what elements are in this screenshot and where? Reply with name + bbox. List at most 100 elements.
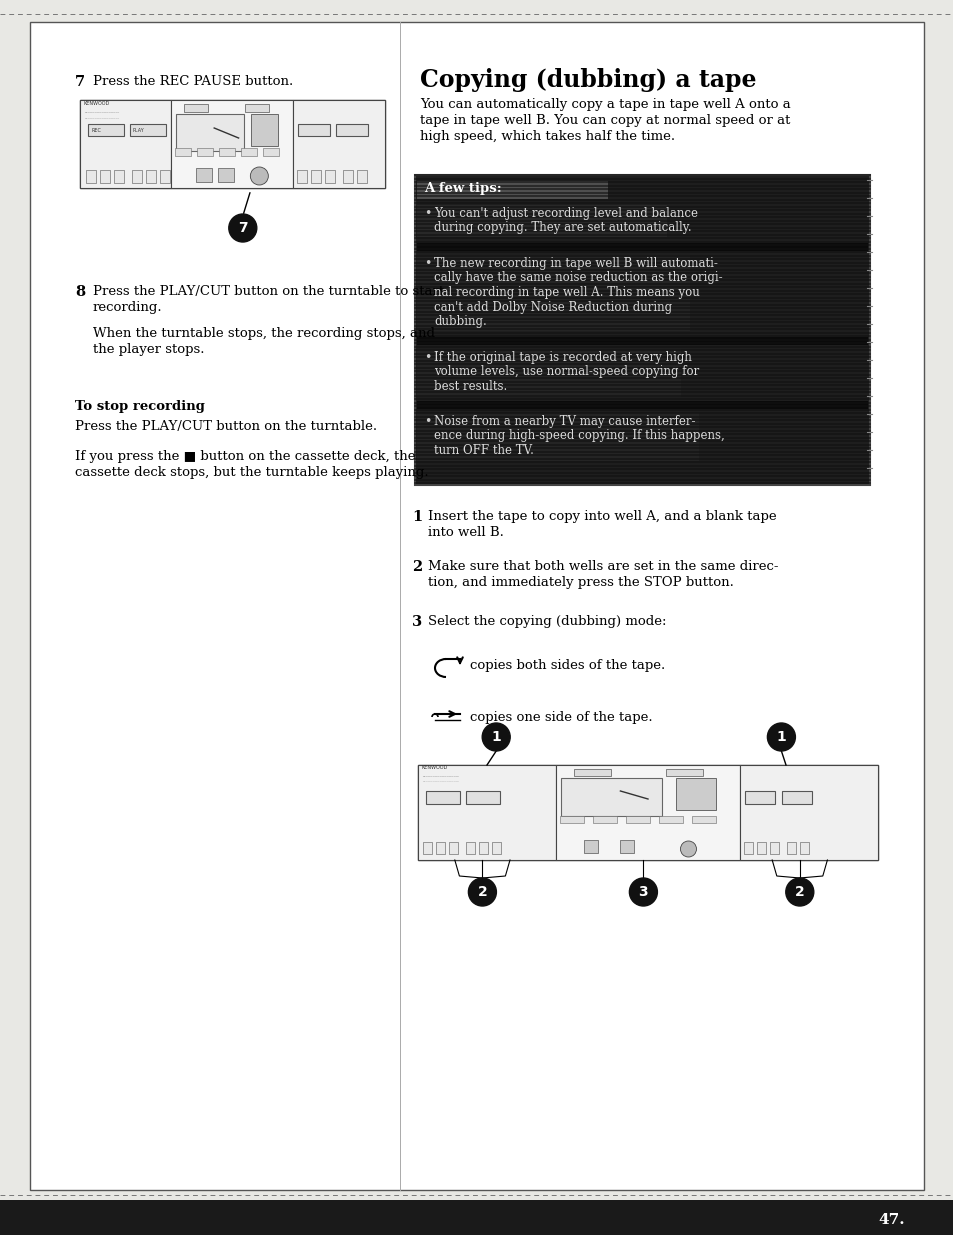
Bar bbox=[294, 100, 385, 188]
Text: 1: 1 bbox=[776, 730, 785, 743]
Text: Noise from a nearby TV may cause interfer-: Noise from a nearby TV may cause interfe… bbox=[434, 415, 695, 429]
Text: Press the PLAY/CUT button on the turntable.: Press the PLAY/CUT button on the turntab… bbox=[75, 420, 376, 433]
Bar bbox=[574, 769, 611, 776]
Text: cally have the same noise reduction as the origi-: cally have the same noise reduction as t… bbox=[434, 272, 721, 284]
Circle shape bbox=[766, 722, 795, 751]
Text: 2: 2 bbox=[477, 885, 487, 899]
Bar bbox=[740, 764, 877, 860]
Text: _____________________: _____________________ bbox=[421, 778, 458, 782]
Bar bbox=[625, 816, 650, 824]
Text: high speed, which takes half the time.: high speed, which takes half the time. bbox=[419, 130, 675, 143]
Text: best results.: best results. bbox=[434, 380, 507, 393]
Bar bbox=[88, 124, 124, 136]
Bar bbox=[416, 254, 689, 331]
Text: KENWOOD: KENWOOD bbox=[421, 764, 448, 769]
Text: the player stops.: the player stops. bbox=[92, 343, 204, 356]
Text: A few tips:: A few tips: bbox=[423, 182, 501, 195]
Text: during copying. They are set automatically.: during copying. They are set automatical… bbox=[434, 221, 691, 235]
Bar bbox=[786, 842, 795, 853]
Bar bbox=[175, 148, 192, 157]
Text: tape in tape well B. You can copy at normal speed or at: tape in tape well B. You can copy at nor… bbox=[419, 114, 789, 127]
Bar bbox=[160, 170, 170, 183]
Bar bbox=[416, 412, 699, 461]
Circle shape bbox=[468, 878, 496, 906]
Bar bbox=[297, 170, 307, 183]
Bar bbox=[426, 790, 459, 804]
Text: copies both sides of the tape.: copies both sides of the tape. bbox=[470, 658, 664, 672]
Bar bbox=[675, 778, 716, 810]
Text: If you press the ■ button on the cassette deck, the: If you press the ■ button on the cassett… bbox=[75, 450, 416, 463]
Text: _____________________: _____________________ bbox=[421, 773, 458, 777]
Bar bbox=[559, 816, 583, 824]
Bar bbox=[417, 764, 877, 860]
Text: nal recording in tape well A. This means you: nal recording in tape well A. This means… bbox=[434, 287, 699, 299]
Bar bbox=[80, 100, 172, 188]
Bar bbox=[244, 104, 269, 112]
Text: cassette deck stops, but the turntable keeps playing.: cassette deck stops, but the turntable k… bbox=[75, 466, 428, 479]
Bar bbox=[800, 842, 808, 853]
Bar bbox=[195, 168, 212, 182]
Bar bbox=[744, 790, 774, 804]
Text: To stop recording: To stop recording bbox=[75, 400, 205, 412]
Bar bbox=[781, 790, 811, 804]
Bar bbox=[436, 842, 444, 853]
Text: into well B.: into well B. bbox=[428, 526, 503, 538]
Bar bbox=[465, 790, 499, 804]
Bar bbox=[492, 842, 500, 853]
Bar bbox=[130, 124, 166, 136]
Circle shape bbox=[785, 878, 813, 906]
Bar bbox=[422, 842, 432, 853]
Bar bbox=[172, 100, 294, 188]
Bar bbox=[416, 401, 867, 409]
Text: •: • bbox=[423, 351, 431, 364]
Bar bbox=[298, 124, 330, 136]
Bar bbox=[415, 175, 869, 485]
Bar bbox=[416, 243, 867, 251]
Text: 2: 2 bbox=[412, 559, 422, 574]
Circle shape bbox=[229, 214, 256, 242]
Circle shape bbox=[250, 167, 268, 185]
Text: 8: 8 bbox=[75, 285, 85, 299]
Bar bbox=[113, 170, 124, 183]
Bar bbox=[478, 842, 488, 853]
Text: volume levels, use normal-speed copying for: volume levels, use normal-speed copying … bbox=[434, 366, 699, 378]
Bar bbox=[619, 840, 634, 853]
Text: dubbing.: dubbing. bbox=[434, 315, 486, 329]
Bar bbox=[560, 778, 661, 816]
Text: You can automatically copy a tape in tape well A onto a: You can automatically copy a tape in tap… bbox=[419, 98, 790, 111]
Text: 47.: 47. bbox=[878, 1213, 904, 1228]
Text: 7: 7 bbox=[75, 75, 85, 89]
Text: ence during high-speed copying. If this happens,: ence during high-speed copying. If this … bbox=[434, 430, 724, 442]
Text: can't add Dolby Noise Reduction during: can't add Dolby Noise Reduction during bbox=[434, 300, 672, 314]
Text: ____________________: ____________________ bbox=[84, 109, 119, 112]
Bar bbox=[263, 148, 279, 157]
Bar bbox=[241, 148, 257, 157]
Text: •: • bbox=[423, 415, 431, 429]
Bar bbox=[416, 337, 867, 345]
Bar bbox=[132, 170, 142, 183]
Text: Make sure that both wells are set in the same direc-: Make sure that both wells are set in the… bbox=[428, 559, 778, 573]
Text: ____________________: ____________________ bbox=[84, 115, 119, 119]
Text: 7: 7 bbox=[237, 221, 248, 235]
Bar bbox=[251, 114, 277, 146]
Circle shape bbox=[679, 841, 696, 857]
Bar bbox=[449, 842, 457, 853]
Text: When the turntable stops, the recording stops, and: When the turntable stops, the recording … bbox=[92, 327, 435, 340]
Text: Insert the tape to copy into well A, and a blank tape: Insert the tape to copy into well A, and… bbox=[428, 510, 776, 522]
Bar bbox=[184, 104, 208, 112]
Bar bbox=[416, 205, 666, 237]
Bar bbox=[312, 170, 321, 183]
Bar bbox=[692, 816, 716, 824]
Text: copies one side of the tape.: copies one side of the tape. bbox=[470, 710, 652, 724]
Text: Copying (dubbing) a tape: Copying (dubbing) a tape bbox=[419, 68, 756, 91]
Bar bbox=[176, 114, 243, 151]
Bar bbox=[0, 1200, 953, 1235]
Text: Press the PLAY/CUT button on the turntable to start: Press the PLAY/CUT button on the turntab… bbox=[92, 285, 444, 298]
Text: •: • bbox=[423, 207, 431, 220]
Bar bbox=[769, 842, 779, 853]
Bar bbox=[219, 148, 235, 157]
Text: Select the copying (dubbing) mode:: Select the copying (dubbing) mode: bbox=[428, 615, 666, 629]
Text: KENWOOD: KENWOOD bbox=[84, 101, 111, 106]
Bar bbox=[757, 842, 765, 853]
Bar bbox=[666, 769, 702, 776]
